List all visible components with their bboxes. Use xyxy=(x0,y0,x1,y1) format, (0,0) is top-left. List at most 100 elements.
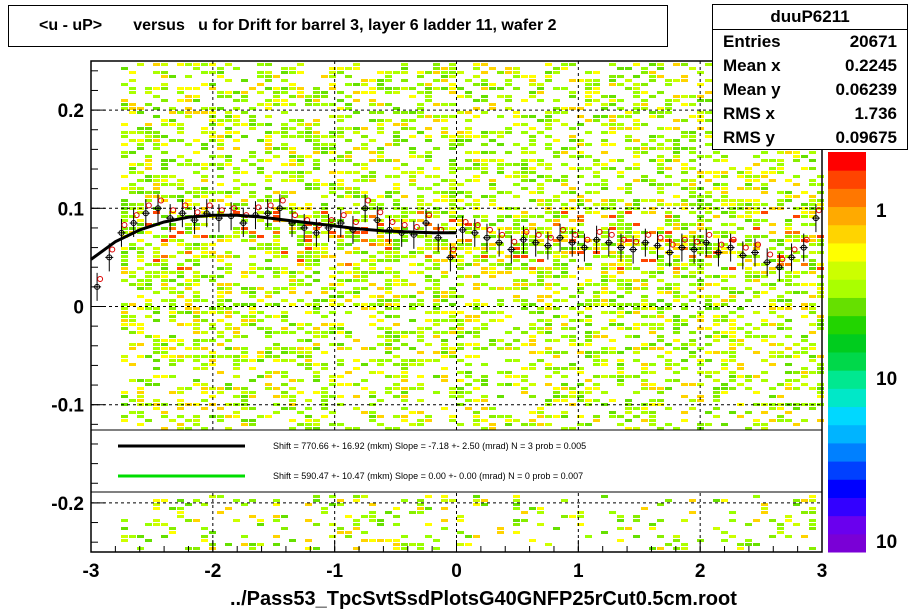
profile-point xyxy=(703,239,710,246)
heatmap-cell xyxy=(185,163,192,166)
heatmap-cell xyxy=(585,131,592,134)
heatmap-cell xyxy=(705,219,712,222)
heatmap-cell xyxy=(465,227,472,230)
heatmap-cell xyxy=(617,351,624,354)
heatmap-cell xyxy=(673,363,680,366)
heatmap-cell xyxy=(577,175,584,178)
heatmap-cell xyxy=(249,119,256,122)
heatmap-cell xyxy=(553,275,560,278)
heatmap-cell xyxy=(265,351,272,354)
heatmap-cell xyxy=(633,203,640,206)
heatmap-cell xyxy=(753,543,760,546)
heatmap-cell xyxy=(225,63,232,66)
heatmap-cell xyxy=(601,495,608,498)
heatmap-cell xyxy=(481,83,488,86)
heatmap-cell xyxy=(729,211,736,214)
heatmap-cell xyxy=(737,199,744,202)
heatmap-cell xyxy=(705,295,712,298)
heatmap-cell xyxy=(641,379,648,382)
heatmap-cell xyxy=(505,347,512,350)
heatmap-cell xyxy=(545,295,552,298)
heatmap-cell xyxy=(441,295,448,298)
heatmap-cell xyxy=(121,391,128,394)
heatmap-cell xyxy=(553,371,560,374)
x-tick-label: -2 xyxy=(204,561,221,582)
heatmap-cell xyxy=(225,111,232,114)
color-scale-swatch xyxy=(828,461,866,480)
heatmap-cell xyxy=(273,515,280,518)
heatmap-cell xyxy=(209,387,216,390)
legend-text-1: Shift = 770.66 +- 16.92 (mkm) Slope = -7… xyxy=(273,441,586,451)
heatmap-cell xyxy=(545,147,552,150)
heatmap-cell xyxy=(377,259,384,262)
heatmap-cell xyxy=(793,215,800,218)
heatmap-cell xyxy=(729,215,736,218)
heatmap-cell xyxy=(353,251,360,254)
heatmap-cell xyxy=(361,215,368,218)
heatmap-cell xyxy=(337,263,344,266)
heatmap-cell xyxy=(361,251,368,254)
heatmap-cell xyxy=(265,335,272,338)
heatmap-cell xyxy=(809,295,816,298)
heatmap-cell xyxy=(121,227,128,230)
heatmap-cell xyxy=(513,219,520,222)
heatmap-cell xyxy=(513,71,520,74)
heatmap-cell xyxy=(329,147,336,150)
heatmap-cell xyxy=(433,259,440,262)
heatmap-cell xyxy=(537,175,544,178)
heatmap-cell xyxy=(793,235,800,238)
heatmap-cell xyxy=(513,267,520,270)
heatmap-cell xyxy=(753,179,760,182)
heatmap-cell xyxy=(617,187,624,190)
heatmap-cell xyxy=(297,123,304,126)
heatmap-cell xyxy=(241,123,248,126)
heatmap-cell xyxy=(657,403,664,406)
heatmap-cell xyxy=(385,191,392,194)
heatmap-cell xyxy=(817,319,824,322)
heatmap-cell xyxy=(249,183,256,186)
heatmap-cell xyxy=(329,275,336,278)
heatmap-cell xyxy=(681,547,688,550)
heatmap-cell xyxy=(145,315,152,318)
heatmap-cell xyxy=(617,227,624,230)
heatmap-cell xyxy=(553,527,560,530)
heatmap-cell xyxy=(329,411,336,414)
heatmap-cell xyxy=(489,427,496,430)
heatmap-cell xyxy=(553,219,560,222)
heatmap-cell xyxy=(553,107,560,110)
heatmap-cell xyxy=(537,183,544,186)
heatmap-cell xyxy=(665,351,672,354)
heatmap-cell xyxy=(713,371,720,374)
heatmap-cell xyxy=(545,307,552,310)
heatmap-cell xyxy=(273,403,280,406)
heatmap-cell xyxy=(553,243,560,246)
heatmap-cell xyxy=(369,171,376,174)
heatmap-cell xyxy=(329,83,336,86)
heatmap-cell xyxy=(809,523,816,526)
heatmap-cell xyxy=(617,519,624,522)
heatmap-cell xyxy=(801,499,808,502)
heatmap-cell xyxy=(129,131,136,134)
heatmap-cell xyxy=(377,271,384,274)
heatmap-cell xyxy=(353,275,360,278)
heatmap-cell xyxy=(409,295,416,298)
heatmap-cell xyxy=(337,135,344,138)
heatmap-cell xyxy=(633,167,640,170)
heatmap-cell xyxy=(809,195,816,198)
heatmap-cell xyxy=(209,87,216,90)
heatmap-cell xyxy=(353,163,360,166)
heatmap-cell xyxy=(385,87,392,90)
heatmap-cell xyxy=(665,387,672,390)
heatmap-cell xyxy=(601,263,608,266)
heatmap-cell xyxy=(625,79,632,82)
heatmap-cell xyxy=(337,323,344,326)
heatmap-cell xyxy=(145,87,152,90)
heatmap-cell xyxy=(193,299,200,302)
heatmap-cell xyxy=(441,375,448,378)
heatmap-cell xyxy=(233,227,240,230)
heatmap-cell xyxy=(665,291,672,294)
heatmap-cell xyxy=(417,419,424,422)
heatmap-cell xyxy=(489,131,496,134)
heatmap-cell xyxy=(145,131,152,134)
heatmap-cell xyxy=(177,427,184,430)
